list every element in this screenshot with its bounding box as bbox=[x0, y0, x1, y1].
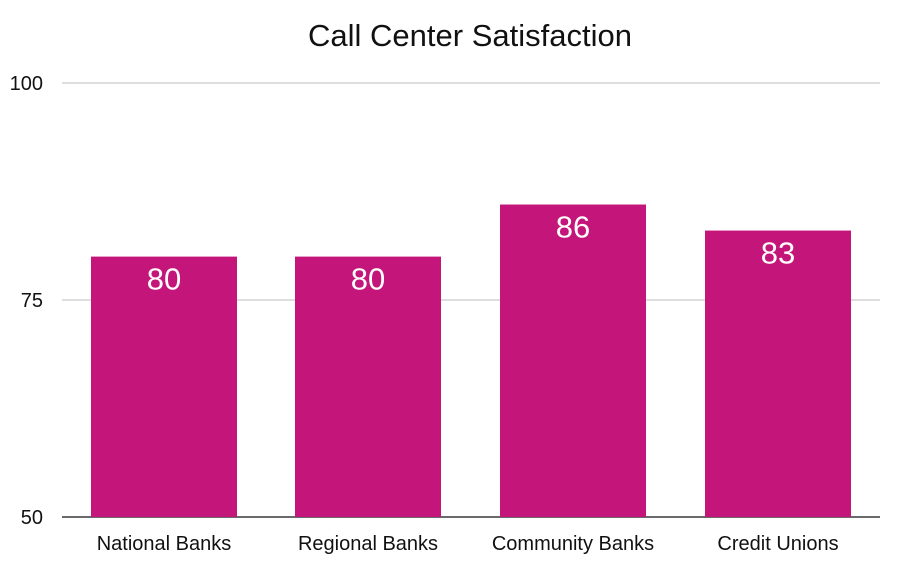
bar bbox=[705, 230, 851, 517]
x-tick-label: National Banks bbox=[97, 533, 232, 555]
data-label: 80 bbox=[147, 262, 181, 297]
data-label: 86 bbox=[556, 210, 590, 245]
data-label: 83 bbox=[761, 236, 795, 271]
y-tick-label: 50 bbox=[21, 507, 43, 529]
y-tick-label: 75 bbox=[21, 290, 43, 312]
data-label: 80 bbox=[351, 262, 385, 297]
x-tick-label: Regional Banks bbox=[298, 533, 438, 555]
y-tick-label: 100 bbox=[10, 73, 43, 95]
x-tick-label: Community Banks bbox=[492, 533, 654, 555]
bar bbox=[500, 204, 646, 517]
bar bbox=[91, 256, 237, 517]
chart-title: Call Center Satisfaction bbox=[308, 18, 632, 53]
bar bbox=[295, 256, 441, 517]
x-tick-label: Credit Unions bbox=[717, 533, 838, 555]
